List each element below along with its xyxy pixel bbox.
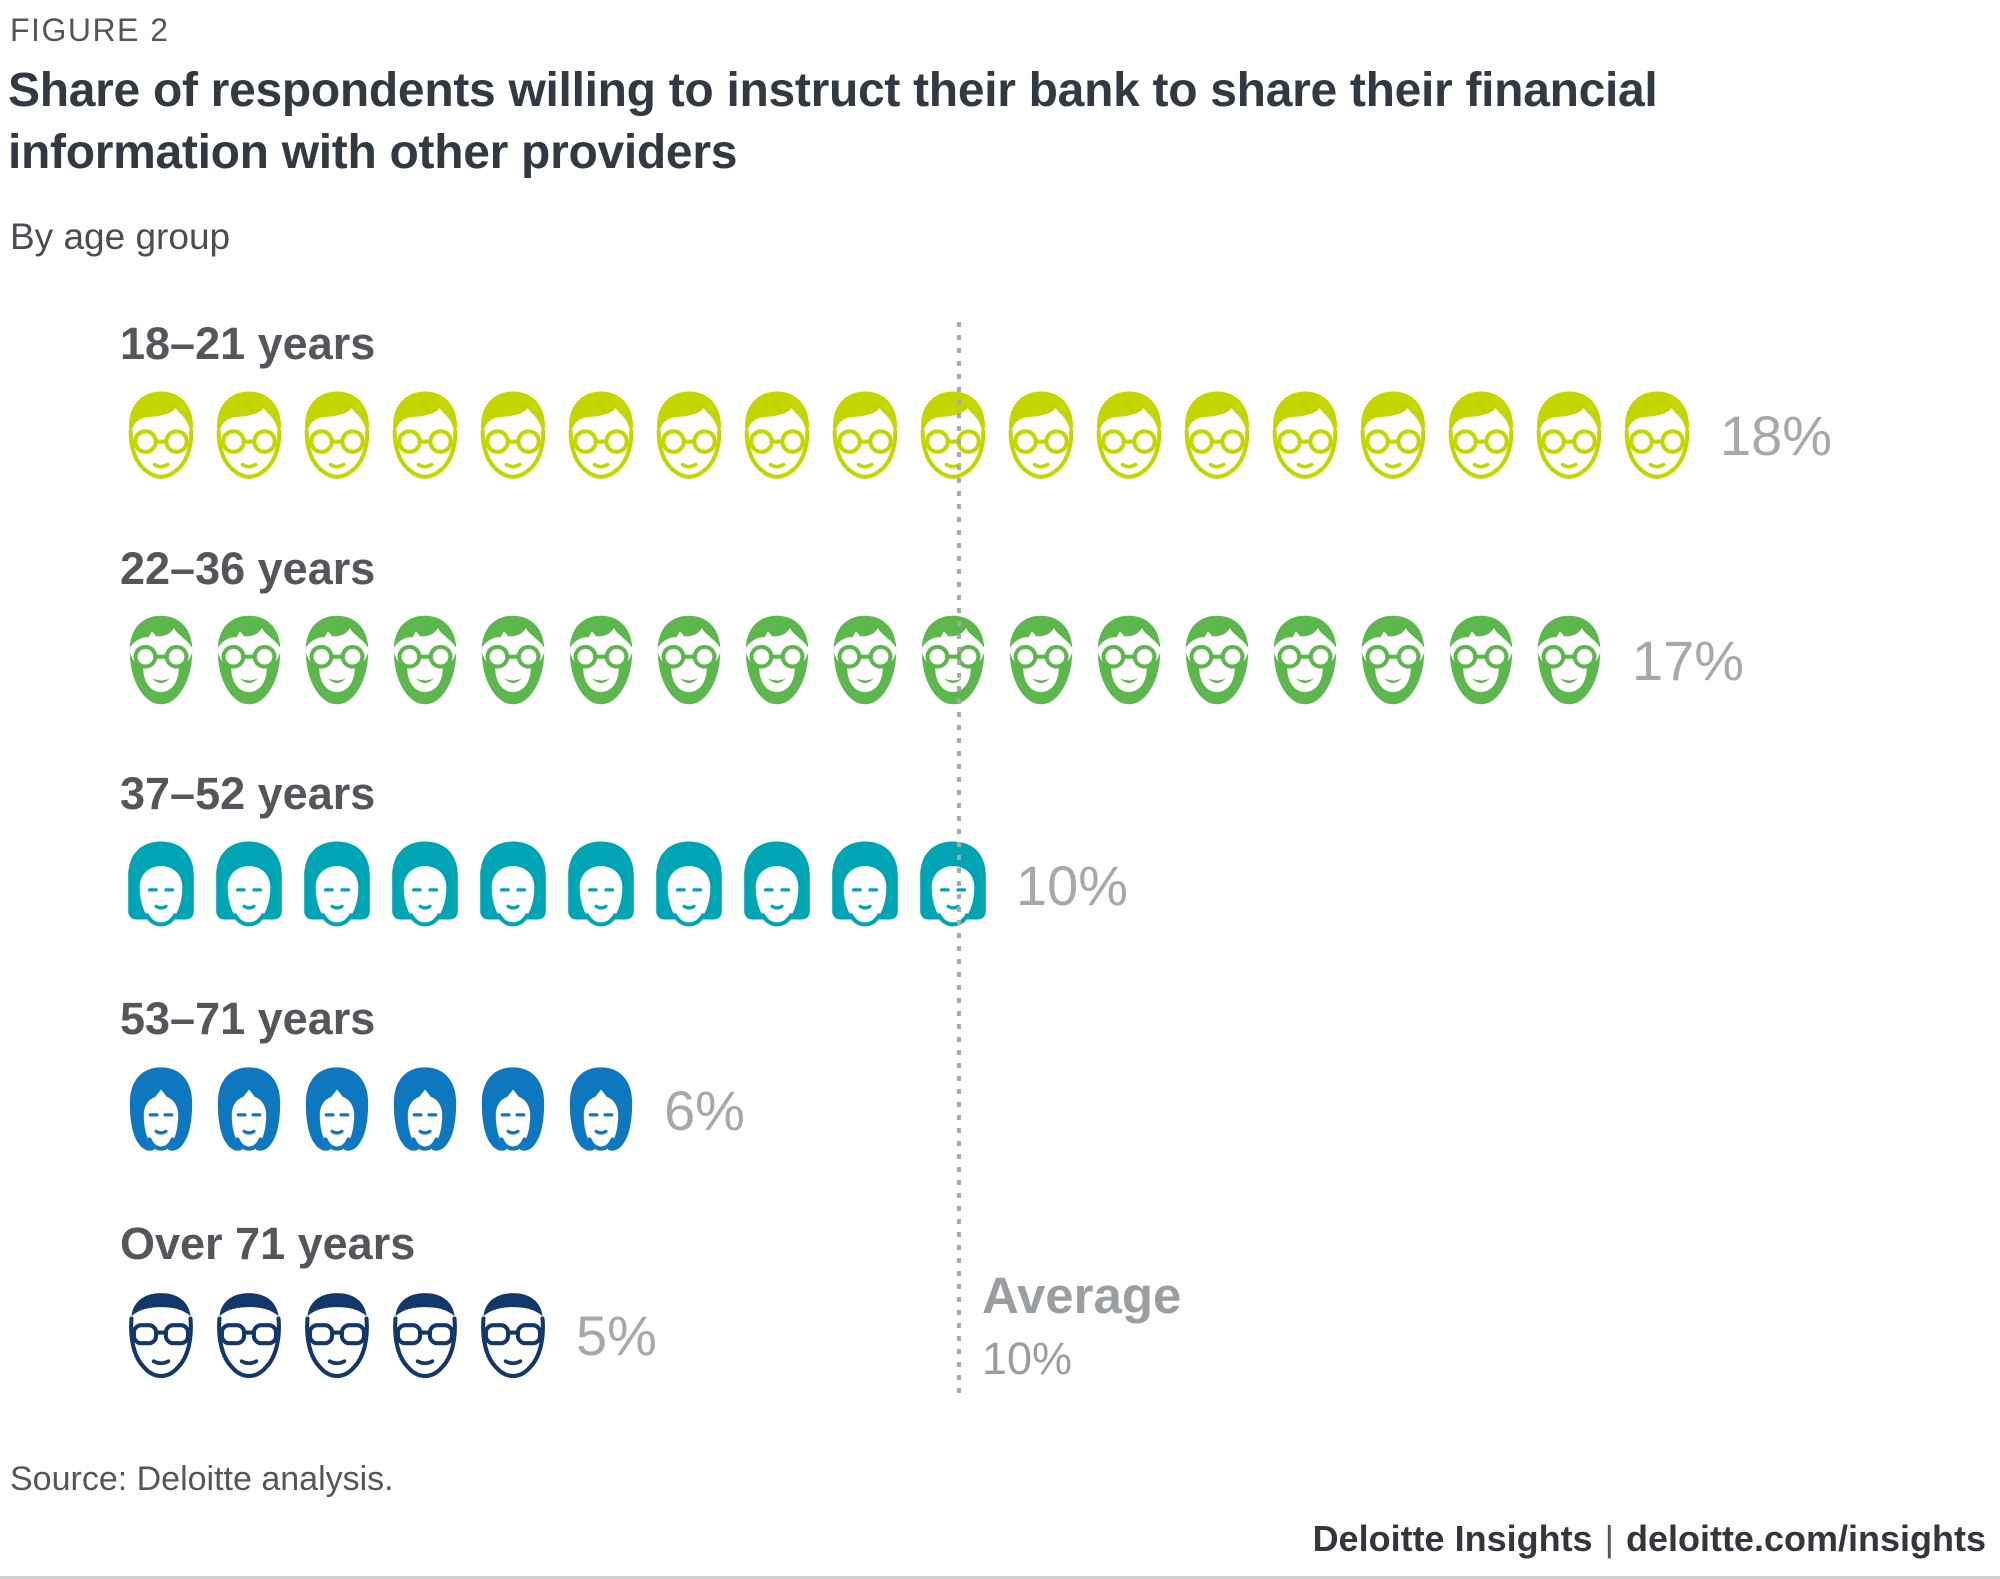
older-man-glasses-face-icon	[208, 1284, 290, 1386]
age-group-row-53-71: 53–71 years 6%	[120, 993, 1980, 1161]
icon-row-22-36	[120, 609, 1610, 711]
average-label: Average	[982, 1267, 1182, 1324]
woman-long-hair-face-icon	[384, 1059, 466, 1161]
young-person-glasses-face-icon	[648, 384, 730, 486]
age-group-label: 53–71 years	[120, 993, 376, 1044]
young-person-glasses-face-icon	[296, 384, 378, 486]
bottom-border	[0, 1576, 2000, 1579]
woman-long-hair-face-icon	[472, 1059, 554, 1161]
young-person-glasses-face-icon	[208, 384, 290, 486]
average-annotation: Average 10%	[982, 1266, 1181, 1385]
woman-bob-haircut-face-icon	[384, 834, 466, 936]
woman-bob-haircut-face-icon	[912, 834, 994, 936]
young-person-glasses-face-icon	[560, 384, 642, 486]
figure-subtitle: By age group	[10, 216, 231, 257]
bearded-man-glasses-face-icon	[1528, 609, 1610, 711]
bearded-man-glasses-face-icon	[648, 609, 730, 711]
icon-row-18-21	[120, 384, 1698, 486]
footer-separator: |	[1604, 1518, 1614, 1559]
young-person-glasses-face-icon	[384, 384, 466, 486]
age-group-row-37-52: 37–52 years 10%	[120, 768, 1980, 936]
young-person-glasses-face-icon	[736, 384, 818, 486]
young-person-glasses-face-icon	[1440, 384, 1522, 486]
young-person-glasses-face-icon	[912, 384, 994, 486]
woman-long-hair-face-icon	[296, 1059, 378, 1161]
woman-bob-haircut-face-icon	[824, 834, 906, 936]
value-label: 18%	[1720, 403, 1833, 467]
value-label: 5%	[576, 1303, 657, 1367]
bearded-man-glasses-face-icon	[1352, 609, 1434, 711]
older-man-glasses-face-icon	[472, 1284, 554, 1386]
young-person-glasses-face-icon	[824, 384, 906, 486]
age-group-label: 18–21 years	[120, 318, 376, 369]
woman-bob-haircut-face-icon	[472, 834, 554, 936]
woman-bob-haircut-face-icon	[648, 834, 730, 936]
icon-row-53-71	[120, 1059, 642, 1161]
deloitte-insights-brand: Deloitte Insights	[1312, 1518, 1593, 1559]
woman-long-hair-face-icon	[208, 1059, 290, 1161]
bearded-man-glasses-face-icon	[912, 609, 994, 711]
figure-title: Share of respondents willing to instruct…	[8, 60, 1658, 185]
young-person-glasses-face-icon	[472, 384, 554, 486]
older-man-glasses-face-icon	[296, 1284, 378, 1386]
bearded-man-glasses-face-icon	[1440, 609, 1522, 711]
young-person-glasses-face-icon	[1264, 384, 1346, 486]
figure-label: FIGURE 2	[10, 12, 170, 48]
young-person-glasses-face-icon	[1000, 384, 1082, 486]
age-group-label: 22–36 years	[120, 543, 376, 594]
woman-bob-haircut-face-icon	[208, 834, 290, 936]
value-label: 17%	[1632, 628, 1745, 692]
bearded-man-glasses-face-icon	[120, 609, 202, 711]
older-man-glasses-face-icon	[384, 1284, 466, 1386]
young-person-glasses-face-icon	[1176, 384, 1258, 486]
bearded-man-glasses-face-icon	[472, 609, 554, 711]
age-group-row-18-21: 18–21 years 18%	[120, 318, 1980, 486]
bearded-man-glasses-face-icon	[736, 609, 818, 711]
icon-row-37-52	[120, 834, 994, 936]
young-person-glasses-face-icon	[120, 384, 202, 486]
bearded-man-glasses-face-icon	[824, 609, 906, 711]
source-note: Source: Deloitte analysis.	[10, 1460, 394, 1498]
young-person-glasses-face-icon	[1528, 384, 1610, 486]
bearded-man-glasses-face-icon	[1000, 609, 1082, 711]
woman-long-hair-face-icon	[120, 1059, 202, 1161]
bearded-man-glasses-face-icon	[208, 609, 290, 711]
woman-bob-haircut-face-icon	[736, 834, 818, 936]
footer-brand-line: Deloitte Insights | deloitte.com/insights	[1313, 1518, 1986, 1560]
woman-bob-haircut-face-icon	[120, 834, 202, 936]
young-person-glasses-face-icon	[1616, 384, 1698, 486]
value-label: 6%	[664, 1078, 745, 1142]
age-group-row-22-36: 22–36 years 17%	[120, 543, 1980, 711]
age-group-label: 37–52 years	[120, 768, 376, 819]
figure-title-line-2: information with other providers	[8, 126, 738, 180]
bearded-man-glasses-face-icon	[560, 609, 642, 711]
bearded-man-glasses-face-icon	[1264, 609, 1346, 711]
woman-bob-haircut-face-icon	[560, 834, 642, 936]
age-group-label: Over 71 years	[120, 1218, 416, 1269]
woman-bob-haircut-face-icon	[296, 834, 378, 936]
bearded-man-glasses-face-icon	[296, 609, 378, 711]
young-person-glasses-face-icon	[1088, 384, 1170, 486]
pictogram-chart: Average 10% 18–21 years 18% 22–36 years …	[120, 318, 1980, 1443]
bearded-man-glasses-face-icon	[1176, 609, 1258, 711]
average-value: 10%	[982, 1333, 1073, 1384]
deloitte-site-link[interactable]: deloitte.com/insights	[1625, 1518, 1986, 1559]
young-person-glasses-face-icon	[1352, 384, 1434, 486]
older-man-glasses-face-icon	[120, 1284, 202, 1386]
figure-title-line-1: Share of respondents willing to instruct…	[8, 64, 1658, 117]
bearded-man-glasses-face-icon	[384, 609, 466, 711]
bearded-man-glasses-face-icon	[1088, 609, 1170, 711]
average-dotted-line	[957, 322, 961, 1397]
value-label: 10%	[1016, 853, 1129, 917]
age-group-row-over-71: Over 71 years 5%	[120, 1218, 1980, 1386]
woman-long-hair-face-icon	[560, 1059, 642, 1161]
icon-row-over-71	[120, 1284, 554, 1386]
